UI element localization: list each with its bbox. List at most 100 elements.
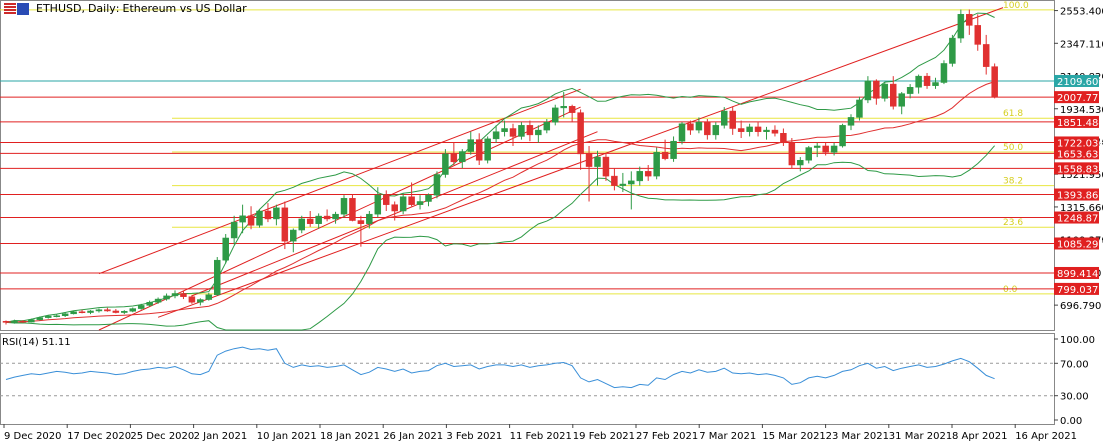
price-level-tag: [1054, 162, 1099, 175]
candle-body: [2, 321, 10, 323]
x-tick-label: 23 Mar 2021: [826, 431, 889, 441]
candle-body: [256, 210, 263, 226]
candle-body: [247, 215, 255, 226]
candle-body: [298, 218, 305, 231]
fib-level-label: 38.2: [1003, 177, 1023, 187]
candle-body: [197, 299, 204, 303]
candle-body: [230, 221, 238, 239]
candle-body: [374, 194, 382, 215]
candle-body: [966, 14, 973, 26]
candle-body: [788, 142, 796, 166]
price-level-tag: [1054, 147, 1099, 160]
candle-body: [416, 201, 424, 205]
x-tick-label: 10 Jan 2021: [257, 431, 317, 441]
candle-body: [873, 80, 880, 99]
price-level-tag: [1054, 282, 1099, 295]
candle-body: [36, 317, 44, 320]
candle-body: [687, 123, 694, 131]
candle-body: [568, 106, 576, 113]
x-tick-label: 15 Mar 2021: [762, 431, 825, 441]
candle-body: [754, 126, 762, 132]
price-level-tag-text: 2007.771: [1057, 93, 1103, 104]
price-level-tag-text: 1248.872: [1057, 214, 1103, 225]
candle-body: [273, 207, 280, 220]
candle-body: [492, 131, 500, 140]
candle-body: [433, 174, 441, 196]
bollinger-upper: [5, 12, 995, 323]
candle-body: [11, 320, 18, 323]
candle-body: [408, 196, 415, 205]
x-tick-label: 25 Dec 2020: [130, 431, 194, 441]
candle-body: [475, 139, 483, 161]
candle-body: [45, 315, 52, 318]
candle-body: [290, 229, 297, 242]
candle-body: [881, 83, 889, 99]
candle-body: [915, 75, 922, 88]
x-tick-label: 9 Dec 2020: [4, 431, 62, 441]
candle-body: [628, 180, 635, 185]
price-level-tag: [1054, 237, 1099, 250]
candle-body: [577, 112, 584, 155]
x-tick-label: 18 Jan 2021: [320, 431, 380, 441]
candle-body: [171, 293, 179, 297]
rsi-label: RSI(14) 51.11: [2, 337, 71, 348]
x-tick-label: 8 Apr 2021: [952, 431, 1007, 441]
eu-us-flag-icon: [4, 2, 30, 15]
rsi-panel-frame: [0, 333, 1055, 425]
title-sep-2: :: [115, 2, 120, 15]
candle-body: [957, 14, 965, 39]
candle-body: [281, 207, 289, 242]
candle-body: [974, 25, 981, 45]
candle-body: [991, 66, 998, 98]
candle-body: [366, 213, 373, 224]
x-tick-label: 31 Mar 2021: [889, 431, 952, 441]
price-level-tag-text: 899.414: [1057, 269, 1098, 280]
y-tick-label: 2347.110: [1060, 39, 1103, 50]
candle-body: [830, 145, 838, 153]
rsi-tick-label: 70.00: [1060, 359, 1089, 370]
candle-body: [214, 259, 221, 296]
rsi-line: [5, 346, 995, 389]
candle-body: [721, 110, 728, 126]
candle-body: [146, 301, 153, 306]
candle-body: [644, 171, 652, 177]
chart-description: Ethereum vs US Dollar: [122, 2, 247, 15]
candle-body: [306, 218, 314, 224]
candle-body: [619, 183, 627, 186]
candle-body: [340, 198, 348, 215]
x-tick-label: 11 Feb 2021: [510, 431, 572, 441]
fib-level-label: 0.0: [1003, 285, 1018, 295]
candle-body: [982, 44, 990, 67]
candle-body: [357, 220, 365, 224]
candle-body: [349, 198, 356, 221]
y-tick-label: 696.790: [1060, 301, 1101, 312]
candle-body: [315, 215, 322, 224]
price-level-tag: [1054, 115, 1099, 128]
candle-body: [53, 315, 60, 317]
x-tick-label: 2 Jan 2021: [194, 431, 248, 441]
candle-body: [19, 320, 27, 323]
y-tick-label: 1934.530: [1060, 105, 1103, 116]
candle-body: [890, 83, 897, 107]
candle-body: [856, 99, 863, 118]
price-level-tag: [1054, 211, 1099, 224]
price-level-tag: [1054, 136, 1099, 149]
candle-body: [585, 153, 593, 167]
price-level-tag-text: 1653.631: [1057, 149, 1103, 160]
candle-body: [239, 215, 246, 223]
candle-body: [188, 296, 196, 303]
candle-body: [932, 82, 939, 86]
chart-title: ETHUSD, Daily: Ethereum vs US Dollar: [4, 2, 247, 15]
candle-body: [391, 204, 398, 212]
candle-body: [906, 87, 914, 94]
price-level-tag-text: 1722.036: [1057, 138, 1103, 149]
candle-body: [611, 175, 618, 186]
candle-body: [864, 80, 872, 101]
x-tick-label: 3 Feb 2021: [446, 431, 502, 441]
rsi-tick-label: 0.00: [1060, 416, 1082, 427]
candle-body: [28, 319, 35, 323]
x-tick-label: 16 Apr 2021: [1015, 431, 1077, 441]
price-level-tag: [1054, 188, 1099, 201]
price-level-tag-text: 1085.296: [1057, 239, 1103, 250]
